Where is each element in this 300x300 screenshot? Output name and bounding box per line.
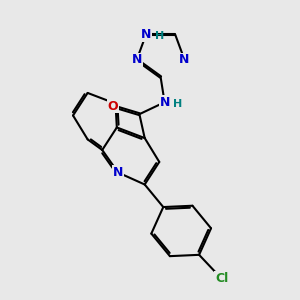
Text: N: N (141, 28, 151, 41)
Text: H: H (154, 31, 164, 41)
Text: N: N (159, 96, 170, 109)
Text: N: N (131, 53, 142, 66)
Text: N: N (141, 28, 151, 41)
Text: O: O (107, 100, 118, 113)
Text: N: N (113, 166, 123, 179)
Text: H: H (173, 99, 182, 110)
Text: N: N (159, 96, 170, 109)
Text: N: N (179, 53, 190, 66)
Text: Cl: Cl (215, 272, 228, 285)
